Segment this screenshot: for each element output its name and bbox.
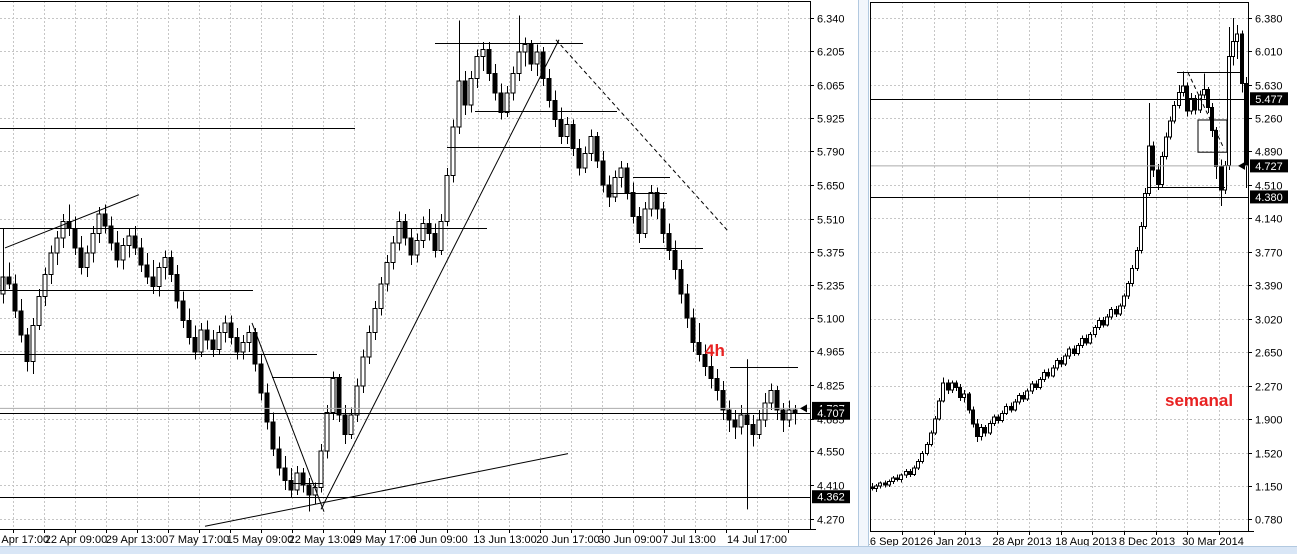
- right-chart-border: [870, 2, 1254, 532]
- left-price-box-4.707: 4.707: [812, 406, 850, 420]
- svg-text:20 Jun 17:00: 20 Jun 17:00: [536, 534, 600, 546]
- svg-text:4.510: 4.510: [1255, 181, 1283, 193]
- svg-text:6.340: 6.340: [817, 14, 845, 26]
- svg-text:5.235: 5.235: [817, 281, 845, 293]
- svg-text:6 Jun 09:00: 6 Jun 09:00: [410, 534, 468, 546]
- svg-text:28 Apr 2013: 28 Apr 2013: [992, 536, 1051, 548]
- right-price-axis-labels: 6.380 6.010 5.630 5.260 4.890 4.510 4.140 3.770…: [1255, 14, 1283, 527]
- svg-text:4.707: 4.707: [817, 408, 845, 420]
- svg-text:30 Jun 09:00: 30 Jun 09:00: [598, 534, 662, 546]
- right-current-price-marker: [1238, 161, 1245, 170]
- svg-text:4.890: 4.890: [1255, 147, 1283, 159]
- timeframe-text-semanal[interactable]: semanal: [1165, 391, 1234, 410]
- svg-text:30 Mar 2014: 30 Mar 2014: [1182, 536, 1244, 548]
- svg-text:5.477: 5.477: [1255, 94, 1283, 106]
- svg-text:7 May 17:00: 7 May 17:00: [169, 534, 230, 546]
- svg-text:6.380: 6.380: [1255, 14, 1283, 26]
- svg-text:6 Jan 2013: 6 Jan 2013: [927, 536, 981, 548]
- svg-text:4.380: 4.380: [1255, 192, 1283, 204]
- svg-text:4.410: 4.410: [817, 481, 845, 493]
- svg-text:7 Jul 13:00: 7 Jul 13:00: [662, 534, 716, 546]
- window-splitter[interactable]: [858, 0, 869, 554]
- svg-text:14 Jul 17:00: 14 Jul 17:00: [727, 534, 787, 546]
- svg-text:4.965: 4.965: [817, 347, 845, 359]
- svg-text:4.270: 4.270: [817, 515, 845, 527]
- svg-text:3.020: 3.020: [1255, 315, 1283, 327]
- svg-text:4.727: 4.727: [1255, 161, 1283, 173]
- left-chart-border: [0, 1, 816, 530]
- svg-text:5.650: 5.650: [817, 181, 845, 193]
- svg-text:5.510: 5.510: [817, 215, 845, 227]
- svg-text:6.010: 6.010: [1255, 47, 1283, 59]
- svg-text:4.825: 4.825: [817, 381, 845, 393]
- svg-text:4.140: 4.140: [1255, 214, 1283, 226]
- svg-text:6.205: 6.205: [817, 47, 845, 59]
- svg-text:1.520: 1.520: [1255, 449, 1283, 461]
- svg-text:3.390: 3.390: [1255, 281, 1283, 293]
- svg-text:15 May 09:00: 15 May 09:00: [227, 534, 294, 546]
- right-drawn-objects[interactable]: [870, 72, 1248, 198]
- svg-text:0.780: 0.780: [1255, 515, 1283, 527]
- left-price-box-4.362: 4.362: [812, 490, 850, 504]
- svg-text:13 Jun 13:00: 13 Jun 13:00: [473, 534, 537, 546]
- svg-text:6.065: 6.065: [817, 81, 845, 93]
- svg-text:1.900: 1.900: [1255, 415, 1283, 427]
- right-price-box-4.380: 4.380: [1250, 190, 1288, 204]
- right-price-box-4.727: 4.727: [1250, 159, 1288, 173]
- window-bottom-edge: [0, 546, 1297, 554]
- right-candlestick-series: [870, 18, 1248, 493]
- svg-text:5.375: 5.375: [817, 248, 845, 260]
- svg-text:29 Apr 13:00: 29 Apr 13:00: [106, 534, 168, 546]
- svg-text:3.770: 3.770: [1255, 248, 1283, 260]
- svg-text:5.100: 5.100: [817, 314, 845, 326]
- left-chart-grid: [0, 1, 810, 529]
- svg-text:4.362: 4.362: [817, 492, 845, 504]
- left-price-axis-labels: 6.340 6.205 6.065 5.925 5.790 5.650 5.510 5.375…: [817, 14, 845, 527]
- svg-text:5.790: 5.790: [817, 147, 845, 159]
- right-price-box-5.477: 5.477: [1250, 92, 1288, 106]
- right-chart-pane[interactable]: 6.380 6.010 5.630 5.260 4.890 4.510 4.140 3.770…: [864, 2, 1288, 548]
- right-time-axis-labels: 16 Sep 2012 6 Jan 2013 28 Apr 2013 18 Aug 2…: [864, 536, 1244, 548]
- svg-text:5.260: 5.260: [1255, 114, 1283, 126]
- svg-text:5.925: 5.925: [817, 114, 845, 126]
- timeframe-text-4h[interactable]: 4h: [705, 341, 725, 360]
- svg-text:16 Sep 2012: 16 Sep 2012: [864, 536, 926, 548]
- svg-text:2.270: 2.270: [1255, 382, 1283, 394]
- svg-text:18 Aug 2013: 18 Aug 2013: [1055, 536, 1117, 548]
- svg-text:22 Apr 09:00: 22 Apr 09:00: [45, 534, 107, 546]
- left-candlestick-series: [0, 15, 798, 512]
- svg-text:1.150: 1.150: [1255, 482, 1283, 494]
- left-drawn-objects[interactable]: [0, 39, 810, 527]
- left-axis-ticks: [13, 18, 814, 533]
- svg-text:5.630: 5.630: [1255, 81, 1283, 93]
- svg-text:29 May 17:00: 29 May 17:00: [350, 534, 417, 546]
- left-current-price-marker: [800, 404, 807, 413]
- svg-text:8 Dec 2013: 8 Dec 2013: [1119, 536, 1175, 548]
- svg-text:4.550: 4.550: [817, 447, 845, 459]
- left-chart-pane[interactable]: 6.340 6.205 6.065 5.925 5.790 5.650 5.510 5.375…: [0, 1, 850, 546]
- svg-text:2.650: 2.650: [1255, 348, 1283, 360]
- svg-text:0 Apr 17:00: 0 Apr 17:00: [0, 534, 49, 546]
- right-chart-grid: [870, 2, 1248, 531]
- svg-text:22 May 13:00: 22 May 13:00: [289, 534, 356, 546]
